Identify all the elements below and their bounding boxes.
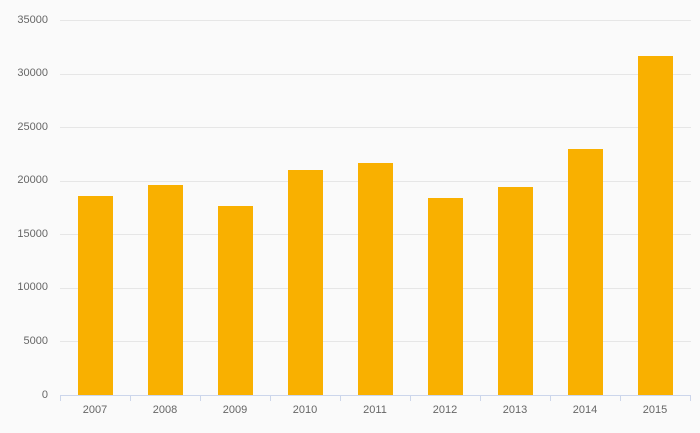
x-axis-tick xyxy=(270,395,271,401)
bar-2011[interactable] xyxy=(357,162,393,395)
gridline xyxy=(60,73,691,75)
x-axis-tick xyxy=(410,395,411,401)
x-axis-tick-label: 2014 xyxy=(572,404,598,416)
x-axis-tick-label: 2010 xyxy=(292,404,318,416)
y-axis-tick-label: 15000 xyxy=(17,227,48,240)
x-axis-tick-label: 2015 xyxy=(642,404,668,416)
x-axis-tick-label: 2012 xyxy=(432,404,458,416)
bar-2015[interactable] xyxy=(637,56,673,395)
y-axis-tick-label: 25000 xyxy=(17,120,48,133)
y-axis-tick-label: 35000 xyxy=(17,13,48,26)
x-axis-tick-label: 2011 xyxy=(363,404,387,416)
x-axis-tick xyxy=(340,395,341,401)
x-axis-line xyxy=(60,395,691,396)
y-axis-tick-label: 10000 xyxy=(17,281,48,294)
y-axis-tick-label: 5000 xyxy=(23,334,48,347)
x-axis-tick-label: 2007 xyxy=(82,404,108,416)
bar-2014[interactable] xyxy=(567,148,603,395)
x-axis-tick xyxy=(60,395,61,401)
y-axis-tick-label: 30000 xyxy=(17,67,48,80)
x-axis-tick-label: 2009 xyxy=(222,404,248,416)
x-axis-tick xyxy=(480,395,481,401)
x-axis-tick-label: 2008 xyxy=(152,404,178,416)
bar-2012[interactable] xyxy=(427,197,463,395)
y-axis-tick-label: 20000 xyxy=(17,174,48,187)
x-axis-tick xyxy=(200,395,201,401)
gridline xyxy=(60,20,691,21)
x-axis-tick xyxy=(620,395,621,401)
bar-2010[interactable] xyxy=(287,170,323,395)
bar-2008[interactable] xyxy=(147,185,183,395)
y-axis-tick-label: 0 xyxy=(41,388,48,401)
x-axis-tick xyxy=(690,395,691,401)
x-axis-tick-label: 2013 xyxy=(502,404,528,416)
bar-2009[interactable] xyxy=(217,206,253,395)
gridline xyxy=(60,127,691,129)
x-axis-tick xyxy=(130,395,131,401)
x-axis-tick xyxy=(550,395,551,401)
bar-2007[interactable] xyxy=(77,195,113,395)
bar-2013[interactable] xyxy=(497,187,533,395)
